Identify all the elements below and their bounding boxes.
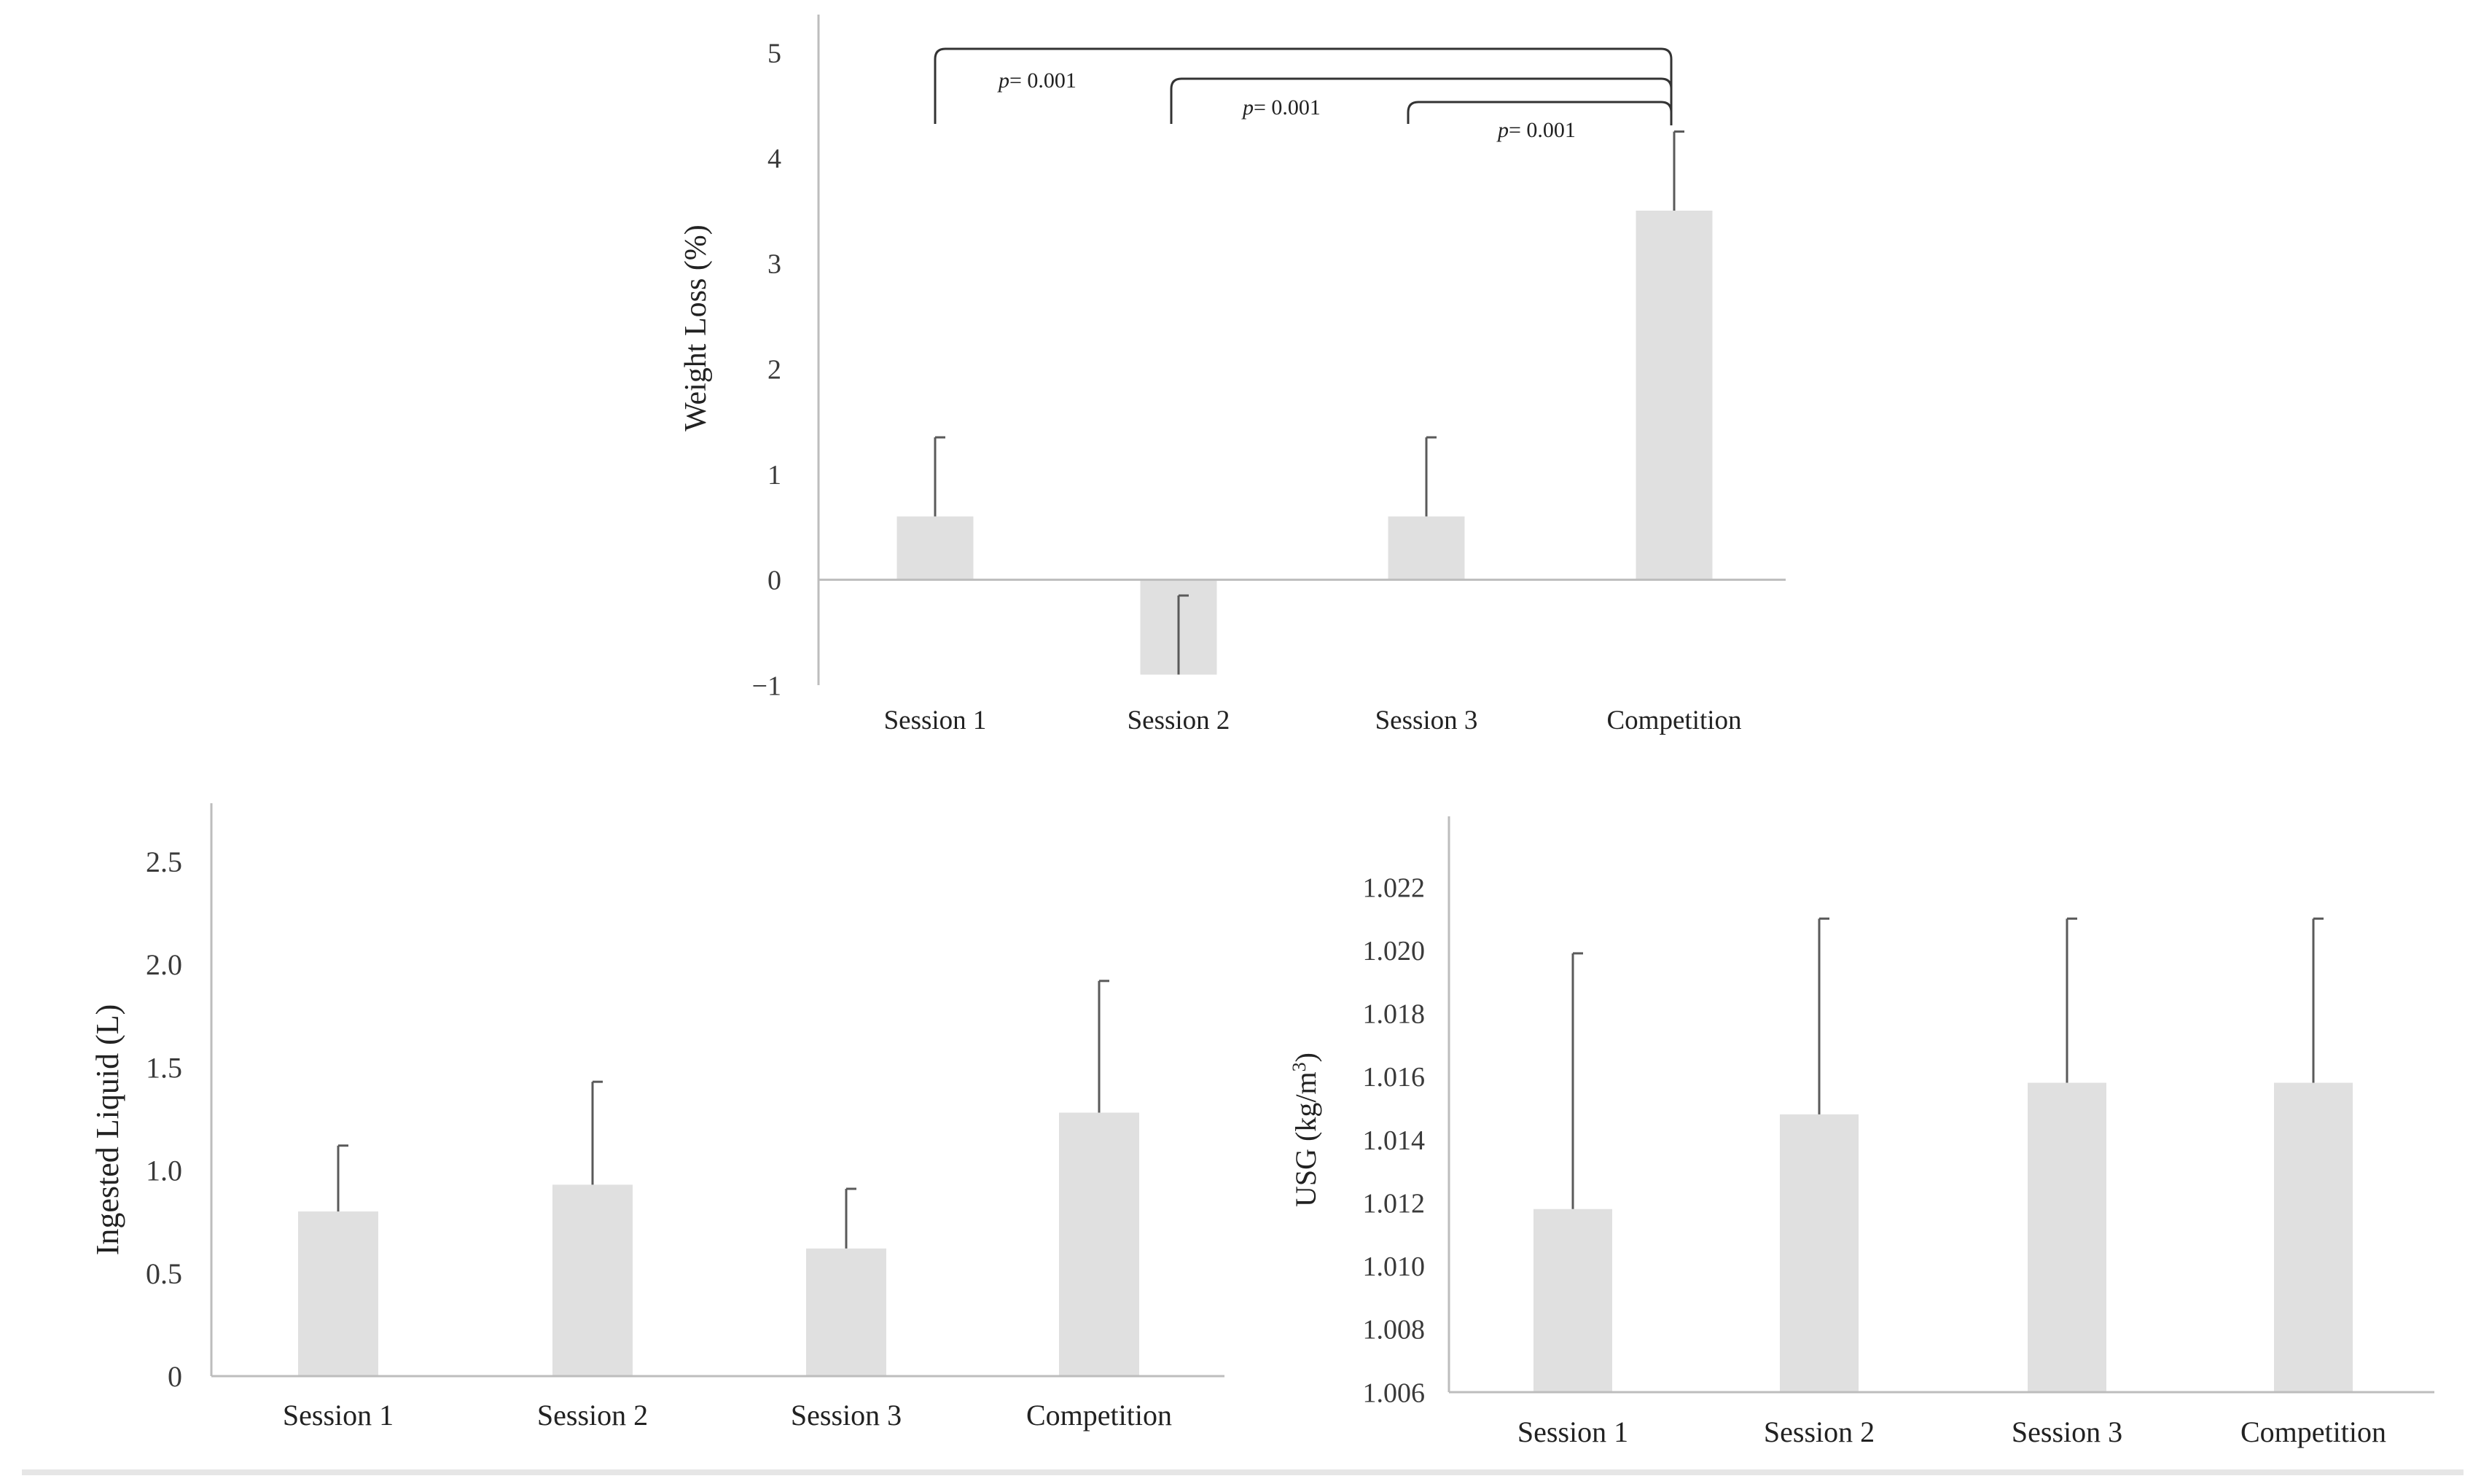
p-symbol: p (1241, 95, 1254, 120)
usg-chart: 1.006 1.008 1.010 1.012 1.014 1.016 1.018 1.020… (1289, 816, 2434, 1448)
weight-ytick-label: 4 (767, 144, 781, 174)
liquid-ytick-label: 0 (168, 1360, 182, 1393)
weight-significance-bracket (934, 47, 1673, 125)
liquid-category-label: Session 1 (283, 1399, 394, 1432)
weight-bar (896, 516, 974, 580)
weight-ytick-label: 3 (767, 249, 781, 280)
weight-p-value-label: p= 0.001 (1241, 95, 1321, 120)
usg-ytick-label: 1.008 (1363, 1315, 1426, 1346)
weight-significance-bracket (1170, 77, 1673, 125)
usg-category-label: Session 3 (2012, 1415, 2122, 1448)
liquid-ytick-label: 1.5 (146, 1051, 182, 1084)
weight-ytick-label: 1 (767, 460, 781, 491)
usg-ytick-label: 1.012 (1363, 1188, 1426, 1219)
liquid-bar (298, 1211, 378, 1376)
weight-significance-bracket (1407, 101, 1673, 125)
usg-y-axis-title: USG (kg/m3) (1289, 1053, 1323, 1207)
usg-ytick-label: 1.020 (1363, 936, 1426, 966)
usg-bar (2274, 1082, 2353, 1392)
weight-ytick-label: 2 (767, 354, 781, 385)
usg-category-label: Session 1 (1517, 1415, 1628, 1448)
usg-ytick-label: 1.016 (1363, 1062, 1426, 1093)
usg-ytick-label: 1.014 (1363, 1125, 1426, 1156)
usg-category-label: Competition (2240, 1415, 2386, 1448)
weight-p-value-label: p= 0.001 (1496, 118, 1576, 142)
weight-loss-chart: −1 0 1 2 3 4 5 Session 1 Session 2 Session 3 Compe… (679, 15, 1786, 735)
usg-ytick-label: 1.010 (1363, 1251, 1426, 1282)
ingested-liquid-chart: 0 0.5 1.0 1.5 2.0 2.5 Session 1 Session 2 Sessio… (90, 803, 1224, 1432)
liquid-category-label: Competition (1026, 1399, 1172, 1432)
weight-p-value-label: p= 0.001 (997, 69, 1077, 93)
p-value: = 0.001 (1009, 69, 1077, 93)
weight-ytick-label: −1 (752, 671, 781, 701)
usg-y-axis-title-superscript: 3 (1289, 1062, 1310, 1071)
usg-bar (2028, 1082, 2106, 1392)
liquid-category-label: Session 2 (537, 1399, 648, 1432)
liquid-category-label: Session 3 (791, 1399, 902, 1432)
liquid-bar (552, 1184, 633, 1376)
p-value: = 0.001 (1254, 95, 1321, 120)
weight-category-label: Competition (1607, 706, 1742, 735)
liquid-ytick-label: 2.5 (146, 846, 182, 878)
usg-bar (1780, 1114, 1859, 1392)
usg-bar (1533, 1208, 1612, 1392)
liquid-ytick-label: 0.5 (146, 1257, 182, 1290)
liquid-bar (1059, 1112, 1139, 1376)
weight-category-label: Session 1 (884, 706, 987, 735)
usg-y-axis-title-end: ) (1289, 1053, 1322, 1062)
weight-y-axis-title: Weight Loss (%) (679, 224, 713, 431)
liquid-bar (806, 1248, 886, 1376)
usg-ytick-label: 1.018 (1363, 999, 1426, 1030)
usg-ytick-label: 1.006 (1363, 1378, 1426, 1408)
p-symbol: p (1496, 118, 1509, 142)
weight-category-label: Session 2 (1128, 706, 1230, 735)
liquid-ytick-label: 1.0 (146, 1155, 182, 1187)
usg-ytick-label: 1.022 (1363, 872, 1426, 903)
liquid-ytick-label: 2.0 (146, 948, 182, 981)
p-value: = 0.001 (1509, 118, 1576, 142)
p-symbol: p (997, 69, 1009, 93)
weight-category-label: Session 3 (1375, 706, 1478, 735)
liquid-y-axis-title: Ingested Liquid (L) (90, 1004, 125, 1256)
weight-ytick-label: 5 (767, 38, 781, 69)
weight-bar (1388, 516, 1465, 580)
weight-ytick-label: 0 (767, 566, 781, 596)
usg-category-label: Session 2 (1764, 1415, 1875, 1448)
weight-bar (1636, 211, 1713, 580)
